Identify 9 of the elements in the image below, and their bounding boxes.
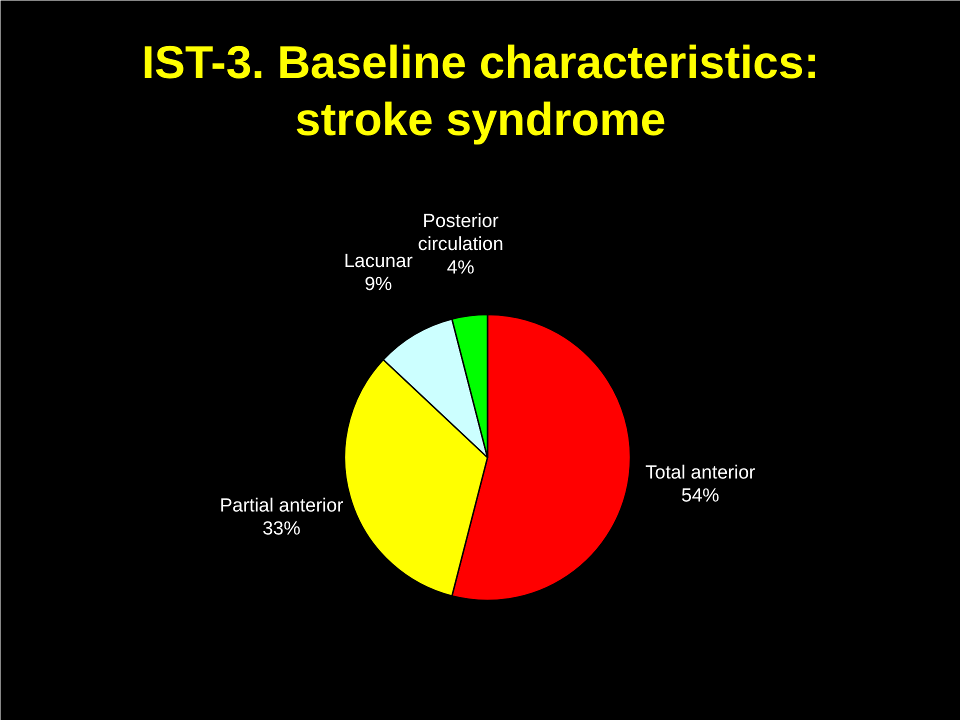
data-label: 33% xyxy=(262,518,301,540)
slice-label: Partial anterior xyxy=(220,495,344,516)
data-label: 54% xyxy=(681,485,720,506)
slice-label: Lacunar xyxy=(344,250,414,272)
chart-title: IST-3. Baseline characteristics: stroke syndrome xyxy=(142,36,820,146)
data-label: 9% xyxy=(364,274,392,295)
data-label: 4% xyxy=(446,257,474,278)
slice-label: Total anterior xyxy=(645,462,756,484)
slice-label: Posterior circulation xyxy=(418,211,504,256)
